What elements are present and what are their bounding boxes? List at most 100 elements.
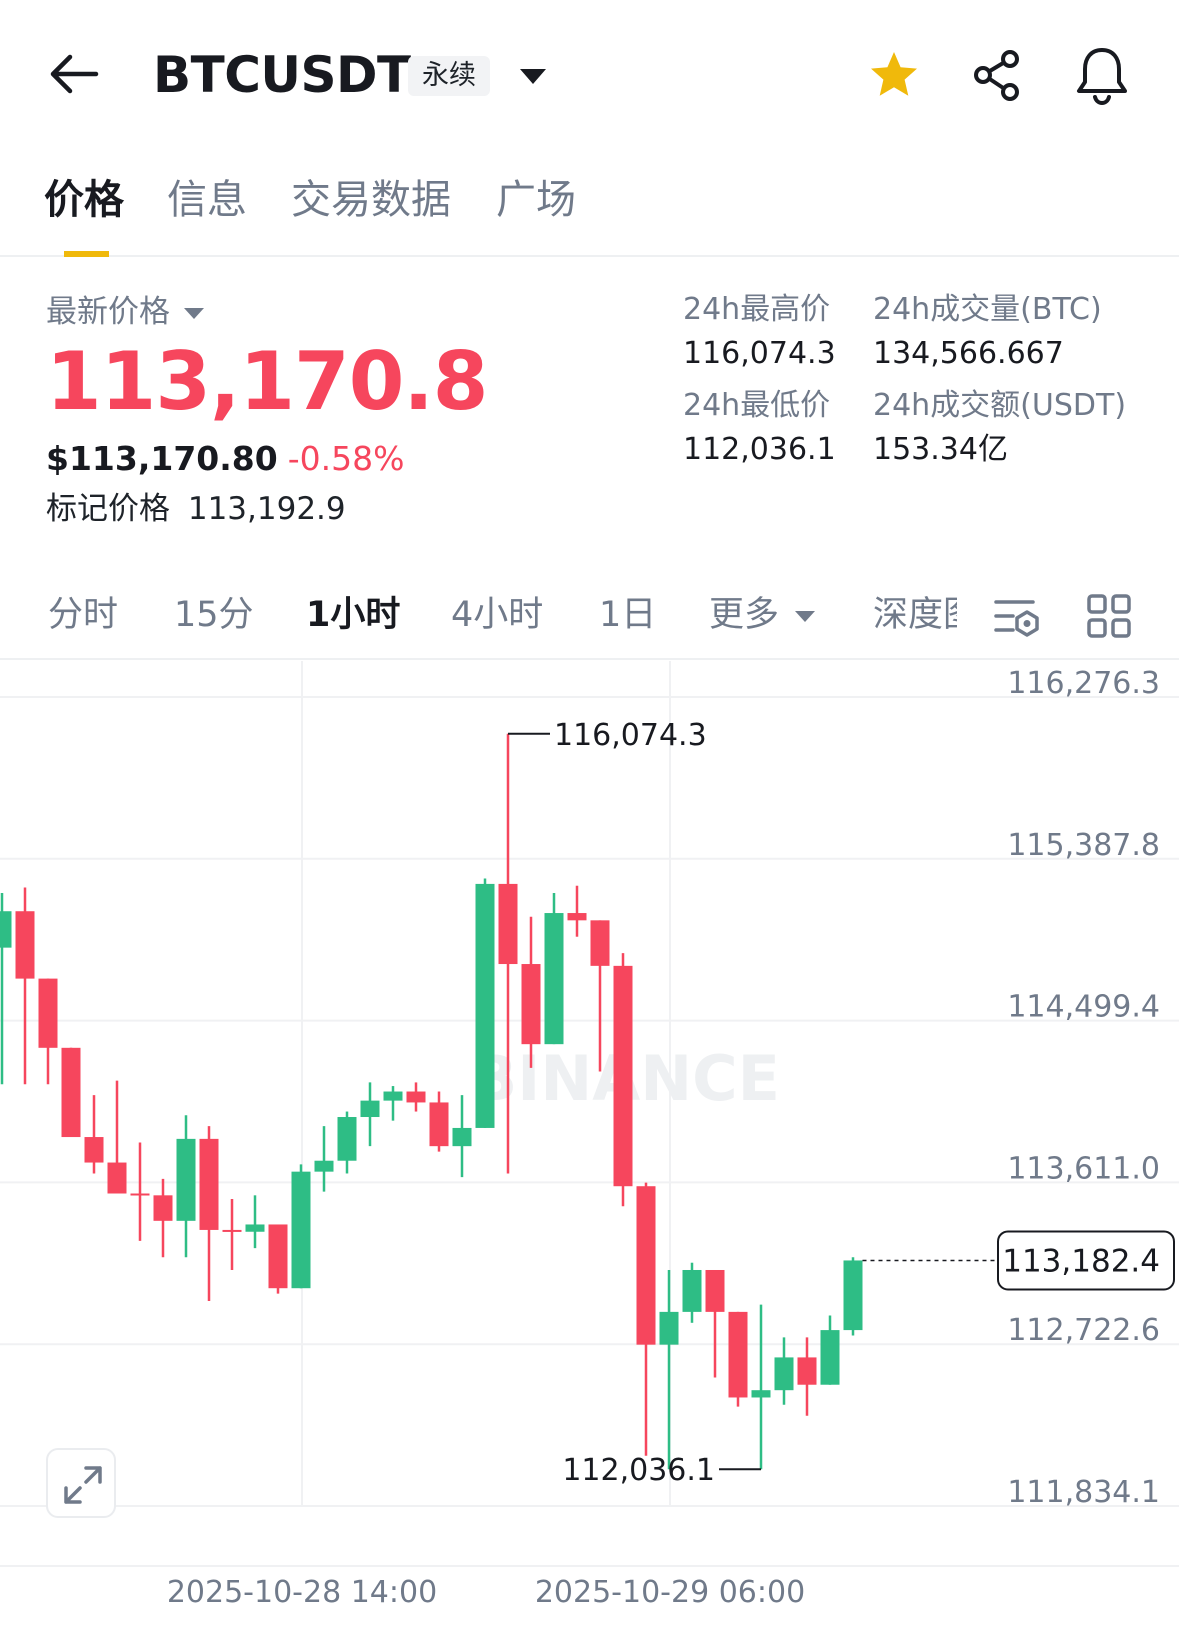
- candle-body: [383, 1091, 403, 1101]
- expand-icon: [64, 1466, 102, 1504]
- price-axis: 116,276.3 115,387.8 114,499.4 113,611.0 112,…: [1007, 666, 1160, 1510]
- stat-volume-btc: 24h成交量(BTC) 134,566.667: [873, 290, 1102, 374]
- interval-more-label: 更多: [709, 595, 780, 635]
- last-price: 113,170.8: [46, 335, 488, 428]
- share-icon[interactable]: [970, 48, 1026, 104]
- candle-body: [452, 1127, 472, 1147]
- candle-body: [429, 1102, 449, 1147]
- stat-vol-usdt-value: 153.34亿: [873, 432, 1008, 467]
- price-axis-label: 113,611.0: [1007, 1151, 1160, 1186]
- candle-body: [544, 913, 564, 1045]
- interval-15m[interactable]: 15分: [174, 595, 254, 635]
- candle-body: [360, 1100, 380, 1118]
- time-axis-label: 2025-10-29 06:00: [535, 1575, 805, 1610]
- price-axis-label: 112,722.6: [1007, 1313, 1160, 1348]
- change-percent: -0.58%: [287, 439, 405, 478]
- mark-price-row: 标记价格 113,192.9: [46, 487, 346, 531]
- back-arrow-icon[interactable]: [48, 50, 100, 98]
- tab-square[interactable]: 广场: [496, 177, 576, 223]
- high-marker-label: 116,074.3: [554, 718, 707, 753]
- contract-type-badge: 永续: [408, 56, 490, 96]
- star-icon[interactable]: [866, 48, 922, 104]
- interval-time-share[interactable]: 分时: [48, 595, 119, 635]
- interval-4h[interactable]: 4小时: [451, 595, 544, 635]
- candle-body: [843, 1260, 863, 1331]
- stat-high-24h: 24h最高价 116,074.3: [683, 290, 836, 374]
- price-axis-label: 111,834.1: [1007, 1475, 1160, 1510]
- time-axis-label: 2025-10-28 14:00: [167, 1575, 437, 1610]
- candle-body: [613, 965, 633, 1187]
- current-price-tag: [997, 1230, 1175, 1291]
- chevron-down-icon[interactable]: [518, 62, 548, 92]
- candle-body: [15, 911, 35, 979]
- active-tab-indicator: [64, 251, 109, 257]
- tab-trading-data[interactable]: 交易数据: [291, 177, 451, 223]
- tab-info[interactable]: 信息: [167, 177, 247, 223]
- interval-1h[interactable]: 1小时: [306, 595, 401, 635]
- candle-body: [314, 1160, 334, 1172]
- interval-1d[interactable]: 1日: [599, 595, 657, 635]
- candle-body: [751, 1390, 771, 1398]
- low-marker-label: 112,036.1: [562, 1453, 715, 1488]
- candle-body: [498, 883, 518, 965]
- stat-high-value: 116,074.3: [683, 336, 836, 371]
- stat-low-24h: 24h最低价 112,036.1: [683, 386, 836, 470]
- candle-body: [820, 1330, 840, 1385]
- last-price-label: 最新价格: [46, 294, 170, 330]
- interval-more[interactable]: 更多: [709, 592, 816, 638]
- candle-body: [682, 1269, 702, 1312]
- candle-body: [567, 913, 587, 921]
- current-price-tag-label: 113,182.4: [1002, 1243, 1160, 1279]
- caret-down-icon: [795, 610, 816, 622]
- main-tabs: 价格 信息 交易数据 广场: [0, 165, 1179, 257]
- candle-body: [0, 911, 12, 948]
- candle-body: [245, 1224, 265, 1232]
- chart-settings-icon[interactable]: [993, 596, 1041, 640]
- candle-body: [590, 920, 610, 966]
- candlestick-chart[interactable]: BINANCE 116,276.3115,387.8114,499.4113,6…: [0, 661, 1179, 1631]
- depth-chart-tab[interactable]: 深度图: [873, 595, 957, 635]
- time-axis: 2025-10-28 14:00 2025-10-29 06:00: [0, 1565, 1179, 1610]
- stat-vol-btc-label: 24h成交量(BTC): [873, 292, 1102, 327]
- stat-high-label: 24h最高价: [683, 292, 831, 327]
- candle-body: [521, 964, 541, 1045]
- fullscreen-button[interactable]: [46, 1448, 116, 1518]
- candle-body: [268, 1224, 288, 1289]
- candle-body: [406, 1091, 426, 1103]
- tab-price[interactable]: 价格: [44, 177, 124, 223]
- candle-body: [107, 1162, 127, 1194]
- candle-body: [659, 1311, 679, 1345]
- last-price-label-row[interactable]: 最新价格: [46, 292, 204, 332]
- symbol-title[interactable]: BTCUSDT: [153, 46, 411, 104]
- candle-body: [130, 1193, 150, 1196]
- candle-body: [61, 1047, 81, 1138]
- caret-down-icon[interactable]: [184, 308, 204, 319]
- high-low-markers: 116,074.3 112,036.1 113,182.4: [508, 718, 1175, 1488]
- mark-price: 113,192.9: [187, 491, 346, 527]
- stat-low-value: 112,036.1: [683, 432, 836, 467]
- top-bar: BTCUSDT 永续: [0, 0, 1179, 150]
- stat-vol-usdt-label: 24h成交额(USDT): [873, 388, 1127, 423]
- usd-price-row: $113,170.80 -0.58%: [46, 437, 404, 481]
- candle-body: [38, 978, 58, 1048]
- stat-vol-btc-value: 134,566.667: [873, 336, 1064, 371]
- candle-body: [797, 1357, 817, 1385]
- candle-body: [337, 1117, 357, 1161]
- grid-layout-icon[interactable]: [1087, 594, 1131, 638]
- candle-body: [774, 1357, 794, 1391]
- price-axis-label: 116,276.3: [1007, 666, 1160, 701]
- candle-body: [222, 1229, 242, 1232]
- candle-body: [153, 1195, 173, 1221]
- price-axis-label: 114,499.4: [1007, 990, 1160, 1025]
- candle-body: [291, 1171, 311, 1289]
- candle-body: [728, 1311, 748, 1398]
- candle-body: [199, 1138, 219, 1230]
- candle-body: [84, 1137, 104, 1163]
- interval-bar: 分时 15分 1小时 4小时 1日 更多 深度图: [0, 570, 1179, 660]
- bell-icon[interactable]: [1074, 46, 1130, 106]
- candle-body: [636, 1186, 656, 1345]
- candles-layer: [0, 733, 863, 1470]
- price-axis-label: 115,387.8: [1007, 828, 1160, 863]
- candle-body: [475, 883, 495, 1128]
- mark-price-label: 标记价格: [46, 491, 170, 527]
